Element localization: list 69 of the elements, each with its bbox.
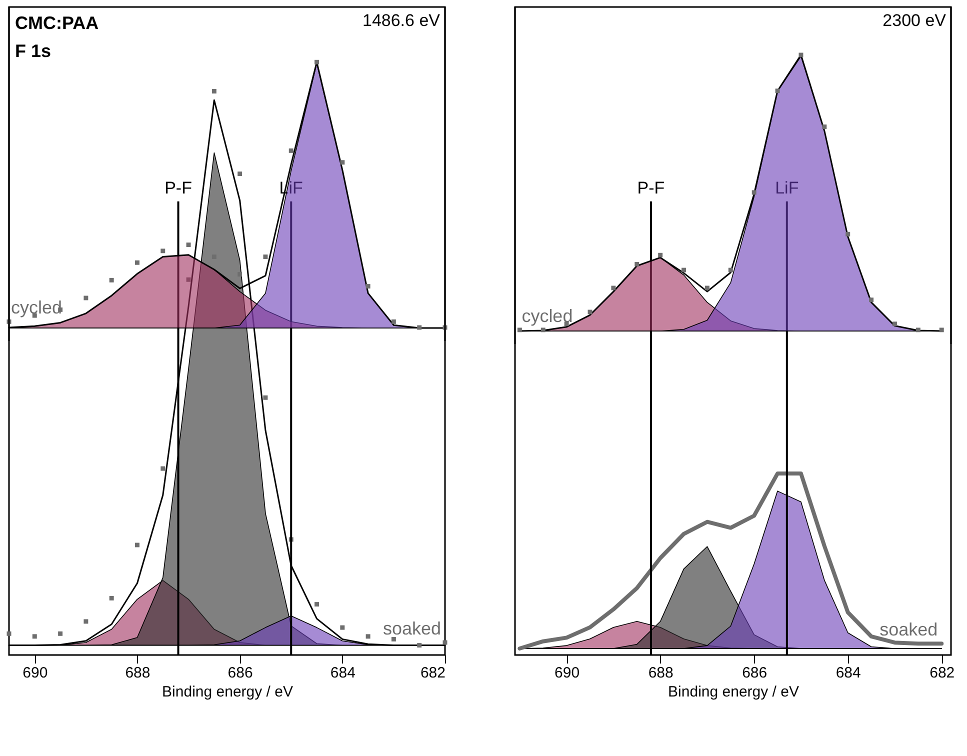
point <box>366 634 370 639</box>
series-label: cycled <box>11 298 62 318</box>
point <box>869 298 874 302</box>
x-tick-label: 688 <box>125 664 150 682</box>
ref-line-label: P-F <box>164 178 192 198</box>
point <box>314 60 319 64</box>
point <box>263 395 268 400</box>
chart-title: 2300 eV <box>882 11 947 30</box>
point <box>916 328 920 332</box>
point <box>417 325 422 330</box>
text: CMC:PAA <box>15 13 99 33</box>
x-tick-label: 690 <box>22 664 48 682</box>
point <box>939 328 944 332</box>
x-tick-label: 682 <box>930 664 955 682</box>
chart-title: 1486.6 eV <box>362 11 441 30</box>
x-tick-label: 690 <box>554 664 580 682</box>
point <box>822 124 827 129</box>
point <box>611 286 616 290</box>
ref-line-label: P-F <box>637 178 665 198</box>
point <box>417 643 422 648</box>
point <box>391 636 396 642</box>
x-tick-label: 686 <box>742 664 768 682</box>
point <box>340 625 345 630</box>
point <box>704 286 710 290</box>
point <box>634 262 640 266</box>
point <box>263 254 268 260</box>
point <box>366 284 370 289</box>
point <box>540 328 546 332</box>
point <box>160 466 166 471</box>
point <box>58 631 63 636</box>
point <box>682 268 686 272</box>
point <box>109 596 114 600</box>
point <box>135 542 140 548</box>
point <box>84 296 88 300</box>
point <box>340 160 345 165</box>
x-axis-title: Binding energy / eV <box>668 684 799 700</box>
x-tick-label: 684 <box>330 664 356 682</box>
point <box>658 252 663 258</box>
point <box>517 328 522 332</box>
point <box>314 602 319 607</box>
point <box>135 260 140 265</box>
point <box>288 148 294 153</box>
x-axis-title: Binding energy / eV <box>162 684 293 700</box>
point <box>752 190 756 195</box>
point <box>798 52 804 58</box>
point <box>728 268 733 272</box>
point <box>186 277 191 282</box>
point <box>6 631 12 636</box>
point <box>238 272 242 277</box>
point <box>238 172 242 176</box>
point <box>32 634 37 639</box>
point <box>186 242 191 248</box>
point <box>109 278 114 282</box>
series-label: cycled <box>522 306 573 326</box>
x-tick-label: 684 <box>836 664 861 682</box>
x-tick-label: 688 <box>648 664 674 682</box>
point <box>160 248 166 254</box>
point <box>846 232 850 236</box>
ref-line-label: LiF <box>775 178 799 198</box>
series-label: soaked <box>880 620 938 640</box>
series-label: soaked <box>382 618 441 639</box>
point <box>391 319 396 324</box>
point <box>84 619 88 624</box>
x-tick-label: 682 <box>420 664 446 682</box>
point <box>212 89 216 94</box>
text: F 1s <box>15 41 52 61</box>
point <box>775 88 780 94</box>
point <box>892 322 897 326</box>
x-tick-label: 686 <box>228 664 253 682</box>
